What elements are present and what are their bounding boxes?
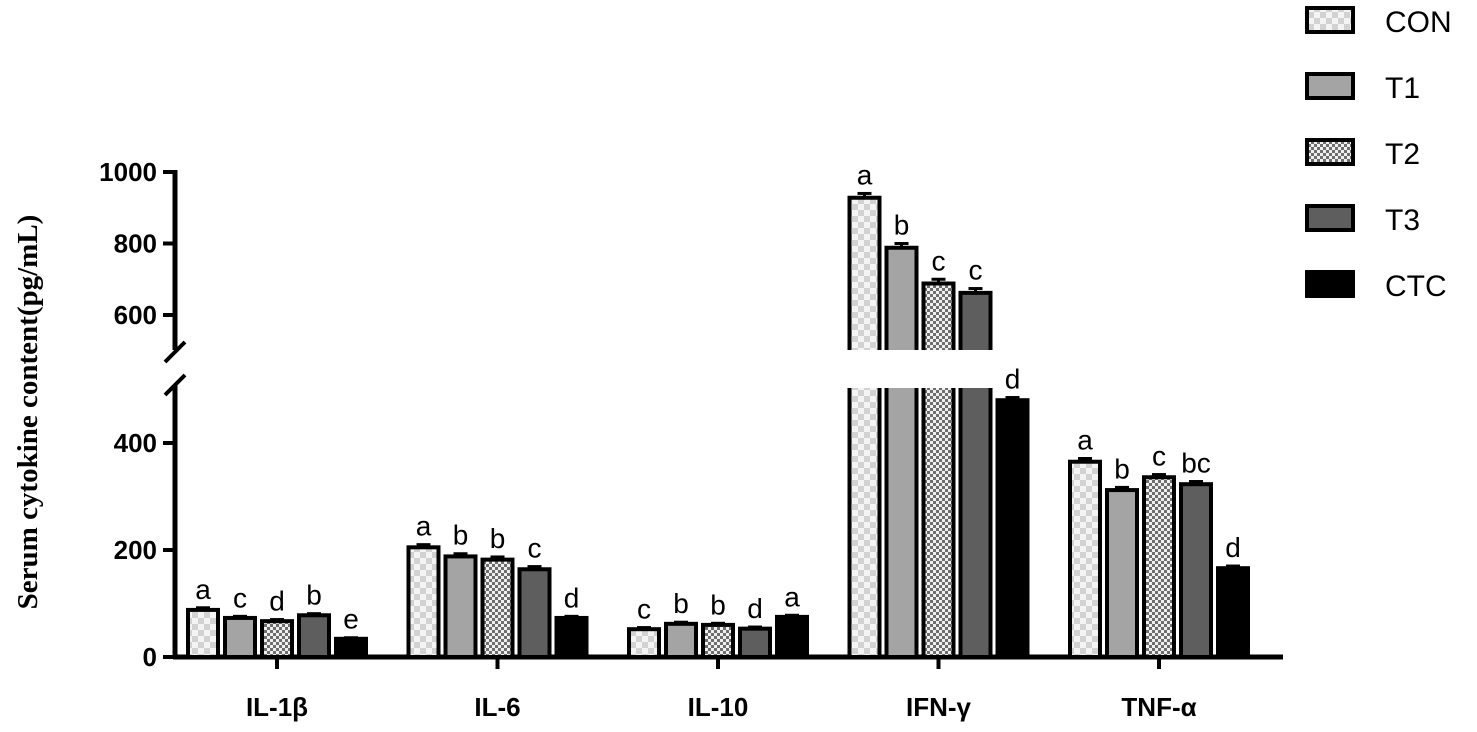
significance-letter: b (710, 589, 726, 620)
legend-swatch (1305, 270, 1355, 298)
bar (775, 614, 809, 659)
bar (517, 567, 552, 660)
significance-letter: a (195, 574, 211, 605)
significance-letter: d (269, 586, 285, 617)
bar (738, 626, 772, 660)
significance-letter: c (528, 533, 542, 564)
significance-letter: c (233, 582, 247, 613)
y-tick-label: 600 (114, 300, 157, 330)
y-tick-label: 800 (114, 229, 157, 259)
bar-outline (958, 388, 993, 659)
bar (1068, 459, 1102, 659)
significance-letter: e (343, 604, 359, 635)
bar (406, 545, 441, 660)
significance-letter: b (453, 520, 469, 551)
significance-letter: b (490, 523, 506, 554)
bar (480, 557, 515, 660)
bar (701, 622, 735, 660)
significance-letter: b (894, 210, 910, 241)
significance-letter: c (932, 245, 946, 276)
bar (554, 615, 589, 660)
category-label: IL-10 (688, 692, 749, 722)
category-labels: IL-1β IL-6 IL-10 IFN-γ TNF-α (246, 692, 1197, 722)
significance-letter: d (564, 582, 580, 613)
legend-swatch (1305, 138, 1355, 166)
bar (1105, 488, 1139, 659)
significance-letter: a (1077, 425, 1093, 456)
significance-letter: a (784, 581, 800, 612)
category-label: IL-6 (474, 692, 520, 722)
significance-letter: b (673, 588, 689, 619)
legend-label: CTC (1385, 270, 1447, 303)
legend-label: T3 (1385, 204, 1420, 237)
y-tick-label: 0 (143, 642, 157, 672)
bar (849, 197, 880, 350)
significance-letter: d (1005, 364, 1021, 395)
significance-letter: c (637, 594, 651, 625)
bar (260, 619, 294, 660)
bar (443, 554, 478, 659)
bar (923, 388, 954, 657)
bar (849, 388, 880, 657)
significance-letter: d (1225, 532, 1241, 563)
significance-letter: a (416, 511, 432, 542)
bar (223, 615, 257, 660)
bar (1142, 475, 1176, 659)
bar (960, 292, 991, 350)
y-tick-label: 200 (114, 535, 157, 565)
legend-label: CON (1385, 6, 1452, 39)
legend-swatch (1305, 72, 1355, 100)
bar-outline (847, 388, 882, 659)
significance-letter: b (1114, 453, 1130, 484)
bar (886, 247, 917, 350)
legend-label: T2 (1385, 138, 1420, 171)
bar (923, 283, 954, 350)
bar (995, 398, 1030, 659)
y-tick-label: 1000 (99, 157, 157, 187)
bar (1179, 482, 1213, 659)
bar-outline (884, 388, 919, 659)
bar (886, 388, 917, 657)
legend-swatch (1305, 6, 1355, 34)
legend-label: T1 (1385, 72, 1420, 105)
bar (186, 607, 220, 659)
bar-outline (921, 388, 956, 659)
category-label: IFN-γ (906, 692, 972, 722)
y-tick-label: 400 (114, 428, 157, 458)
significance-letter: c (969, 255, 983, 286)
bar (297, 613, 331, 660)
legend-swatch (1305, 204, 1355, 232)
significance-letter: d (747, 593, 763, 624)
legend: CON T1 T2 T3 CTC (1305, 6, 1452, 303)
significance-letter: a (857, 159, 873, 190)
bar (627, 627, 661, 659)
bar (960, 388, 991, 657)
category-label: IL-1β (246, 692, 308, 722)
significance-letter: bc (1181, 448, 1211, 479)
bar (664, 621, 698, 660)
y-axis-break-mark (163, 340, 187, 364)
category-label: TNF-α (1121, 692, 1196, 722)
significance-letter: b (306, 580, 322, 611)
y-axis-label: Serum cytokine content(pg/mL) (12, 215, 44, 610)
bar (334, 636, 368, 659)
significance-letter: c (1152, 441, 1166, 472)
y-axis-break-mark (163, 373, 187, 397)
bar (1216, 566, 1250, 659)
